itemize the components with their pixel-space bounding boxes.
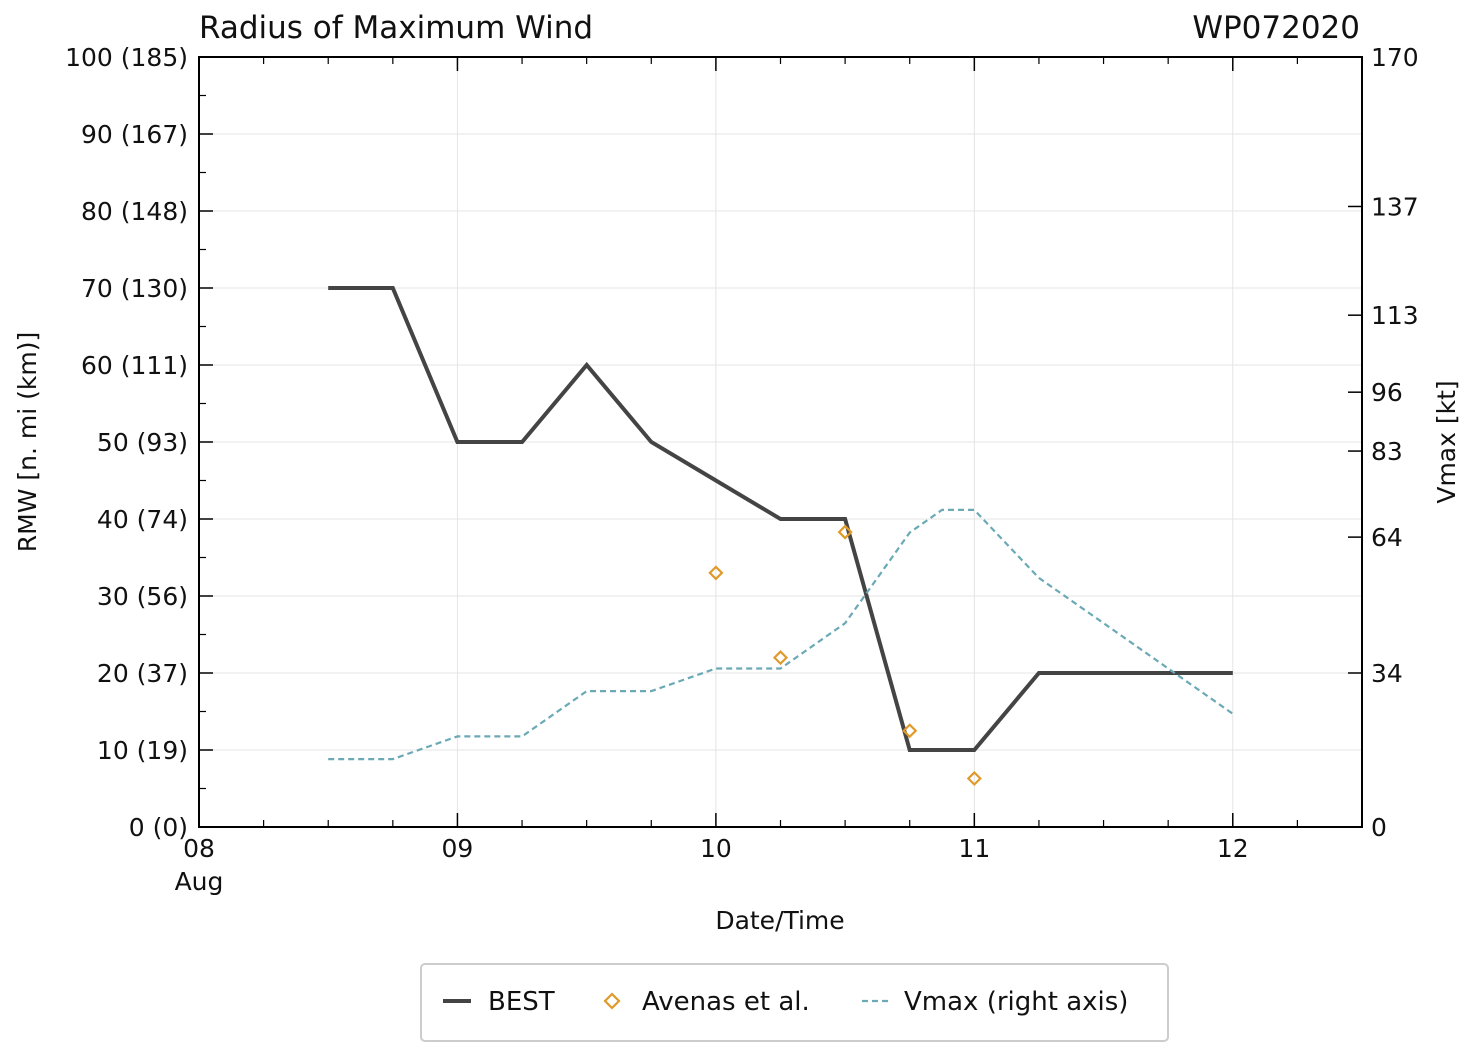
y-tick-label-right: 137	[1371, 192, 1419, 221]
x-tick-label: 12	[1217, 834, 1249, 863]
line-vmax-right-axis	[328, 508, 1234, 761]
point-avenas-et-al	[772, 650, 789, 666]
y-tick-label-left: 100 (185)	[65, 43, 188, 72]
y-tick-label-right: 83	[1371, 437, 1403, 466]
y-tick-label-left: 70 (130)	[81, 274, 188, 303]
storm-id: WP072020	[1192, 10, 1360, 46]
legend-label-vmax: Vmax (right axis)	[904, 987, 1128, 1017]
point-avenas-et-al	[837, 524, 853, 540]
line-best	[328, 286, 1233, 752]
y-tick-label-right: 96	[1371, 378, 1403, 407]
plot-frame	[198, 56, 1363, 828]
point-avenas-et-al	[966, 770, 982, 787]
legend-swatch-avenas	[603, 992, 621, 1010]
x-tick-label: 09	[442, 834, 474, 863]
point-avenas-et-al	[902, 723, 918, 739]
y-tick-label-left: 50 (93)	[97, 428, 188, 457]
y-tick-label-left: 90 (167)	[81, 120, 188, 149]
legend-box	[420, 963, 1169, 1042]
chart-title: Radius of Maximum Wind	[199, 10, 593, 46]
x-axis-label: Date/Time	[715, 906, 844, 935]
y-tick-label-right: 34	[1371, 659, 1403, 688]
y-tick-label-left: 10 (19)	[97, 736, 188, 765]
grid	[199, 57, 1362, 827]
x-tick-sublabel: Aug	[175, 867, 224, 896]
y-tick-label-left: 60 (111)	[81, 351, 188, 380]
y-tick-label-right: 170	[1371, 43, 1419, 72]
y-tick-label-right: 113	[1371, 301, 1419, 330]
ticks: 0 (0) 10 (19) 20 (37) 30 (56) 40 (74) 50 (93)…	[65, 43, 1419, 896]
x-tick-label: 08	[183, 834, 215, 863]
y-tick-label-right: 64	[1371, 523, 1403, 552]
x-tick-label: 11	[958, 834, 990, 863]
series	[328, 286, 1234, 787]
y-tick-label-left: 80 (148)	[81, 197, 188, 226]
y-tick-label-left: 30 (56)	[97, 582, 188, 611]
point-avenas-et-al	[708, 565, 724, 581]
y-tick-label-right: 0	[1371, 813, 1387, 842]
y-tick-label-left: 0 (0)	[129, 813, 188, 842]
legend-label-avenas: Avenas et al.	[642, 987, 810, 1017]
legend-label-best: BEST	[488, 987, 555, 1017]
y-tick-label-left: 40 (74)	[97, 505, 188, 534]
y-axis-label-left: RMW [n. mi (km)]	[13, 332, 42, 552]
y-axis-label-right: Vmax [kt]	[1432, 380, 1461, 503]
y-tick-label-left: 20 (37)	[97, 659, 188, 688]
x-tick-label: 10	[700, 834, 732, 863]
legend: BEST Avenas et al. Vmax (right axis)	[420, 963, 1169, 1042]
